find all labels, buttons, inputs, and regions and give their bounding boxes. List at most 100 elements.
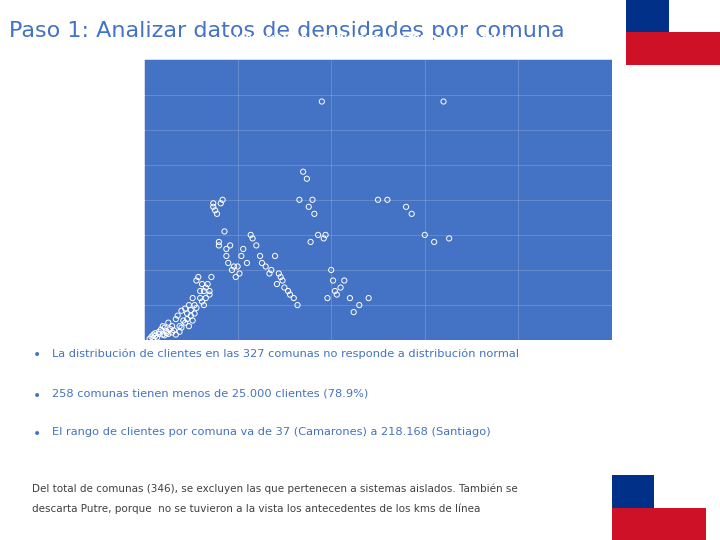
Point <box>294 195 305 204</box>
Point <box>187 294 199 302</box>
Point <box>282 287 294 295</box>
Bar <box>612 508 706 540</box>
Point <box>207 199 219 207</box>
Point <box>217 195 228 204</box>
Point <box>164 325 176 333</box>
Point <box>348 308 359 316</box>
Point <box>213 238 225 246</box>
Point <box>230 273 241 281</box>
Point <box>297 167 309 176</box>
Point <box>279 283 290 292</box>
Point <box>273 269 284 278</box>
Point <box>200 283 212 292</box>
Point <box>271 280 283 288</box>
Point <box>185 311 197 320</box>
Point <box>181 315 193 323</box>
Point <box>329 287 341 295</box>
Y-axis label: D.Densidad Potencia: D.Densidad Potencia <box>101 160 109 240</box>
Point <box>363 294 374 302</box>
Point <box>316 97 328 106</box>
Point <box>344 294 356 302</box>
Point <box>247 234 258 242</box>
Text: •: • <box>32 348 40 362</box>
Text: descarta Putre, porque  no se tuvieron a la vista los antecedentes de los kms de: descarta Putre, porque no se tuvieron a … <box>32 503 481 514</box>
Point <box>325 266 337 274</box>
Bar <box>626 32 720 65</box>
Bar <box>654 475 706 508</box>
Point <box>318 234 330 242</box>
Point <box>335 283 346 292</box>
Point <box>251 241 262 249</box>
Point <box>220 245 232 253</box>
Point <box>328 276 339 285</box>
Point <box>174 327 185 336</box>
Text: •: • <box>32 389 40 403</box>
Point <box>234 269 246 278</box>
Point <box>235 252 247 260</box>
Text: Del total de comunas (346), se excluyen las que pertenecen a sistemas aislados. : Del total de comunas (346), se excluyen … <box>32 483 518 494</box>
Point <box>372 195 384 204</box>
Bar <box>668 0 720 32</box>
Point <box>269 252 281 260</box>
Point <box>307 195 318 204</box>
Point <box>163 318 174 327</box>
Point <box>213 241 225 249</box>
Point <box>183 301 194 309</box>
Point <box>176 323 187 332</box>
Point <box>220 252 232 260</box>
Point <box>179 318 191 327</box>
Point <box>204 287 215 295</box>
Bar <box>626 0 668 32</box>
Point <box>207 202 219 211</box>
Point <box>241 259 253 267</box>
Point <box>155 325 166 334</box>
Title: DISPERSIÓN DE LA DENSIDAD ELÉCTRICA Y DE POTENCIA A
NIVEL COMUNAL: DISPERSIÓN DE LA DENSIDAD ELÉCTRICA Y DE… <box>228 35 528 55</box>
Point <box>166 328 178 337</box>
Point <box>275 273 287 281</box>
Point <box>444 234 455 242</box>
Point <box>419 231 431 239</box>
Point <box>305 238 316 246</box>
Point <box>183 322 194 330</box>
Point <box>179 304 191 313</box>
Point <box>354 301 365 309</box>
Point <box>153 327 165 336</box>
Point <box>406 210 418 218</box>
Point <box>181 309 193 318</box>
Point <box>211 210 222 218</box>
Point <box>178 316 189 325</box>
Point <box>320 231 331 239</box>
Point <box>309 210 320 218</box>
Point <box>172 311 184 320</box>
Point <box>148 334 159 342</box>
Text: 258 comunas tienen menos de 25.000 clientes (78.9%): 258 comunas tienen menos de 25.000 clien… <box>52 389 368 399</box>
Point <box>438 97 449 106</box>
Point <box>191 303 202 312</box>
Point <box>166 322 178 330</box>
Text: La distribución de clientes en las 327 comunas no responde a distribución normal: La distribución de clientes en las 327 c… <box>52 348 519 359</box>
Point <box>428 238 440 246</box>
Point <box>187 316 199 325</box>
Point <box>382 195 393 204</box>
Point <box>202 280 213 288</box>
Point <box>174 322 185 330</box>
Text: Paso 1: Analizar datos de densidades por comuna: Paso 1: Analizar datos de densidades por… <box>9 21 565 41</box>
Point <box>322 294 333 302</box>
Point <box>292 301 303 309</box>
Point <box>245 231 256 239</box>
Point <box>204 291 215 299</box>
Point <box>226 266 238 274</box>
Point <box>301 174 312 183</box>
Point <box>331 291 343 299</box>
Point <box>238 245 249 253</box>
Point <box>176 306 187 315</box>
Point <box>400 202 412 211</box>
Point <box>197 280 208 288</box>
Text: •: • <box>32 427 40 441</box>
Point <box>197 297 208 306</box>
Point <box>189 301 200 309</box>
Point <box>157 330 168 339</box>
Point <box>150 329 161 338</box>
Point <box>148 330 159 339</box>
Point <box>150 332 161 340</box>
